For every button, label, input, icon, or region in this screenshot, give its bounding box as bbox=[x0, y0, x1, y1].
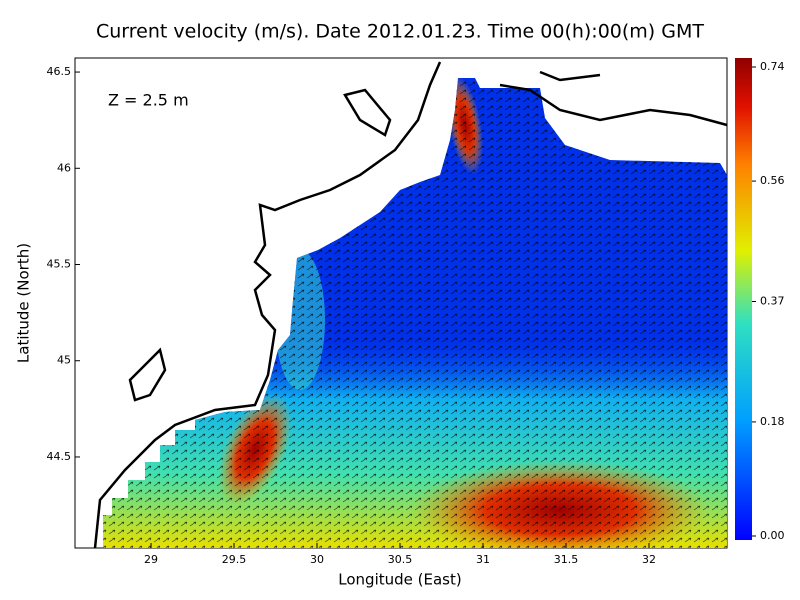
y-axis-label: Latitude (North) bbox=[15, 243, 33, 363]
y-tick-label: 46.5 bbox=[47, 65, 72, 78]
x-tick-label: 31.5 bbox=[554, 553, 579, 566]
y-tick-label: 46 bbox=[57, 161, 71, 174]
colorbar-tick-label: 0.37 bbox=[760, 295, 785, 308]
colorbar-tick-label: 0.18 bbox=[760, 415, 785, 428]
x-tick-label: 32 bbox=[642, 553, 656, 566]
chart-title: Current velocity (m/s). Date 2012.01.23.… bbox=[96, 21, 704, 43]
colorbar-tick-label: 0.56 bbox=[760, 174, 785, 187]
y-tick-label: 45 bbox=[57, 354, 71, 367]
colorbar-tick-label: 0.00 bbox=[760, 529, 785, 542]
coastline bbox=[93, 61, 728, 549]
x-tick-label: 29.5 bbox=[222, 553, 247, 566]
y-tick-label: 44.5 bbox=[47, 450, 72, 463]
x-axis-label: Longitude (East) bbox=[338, 571, 461, 589]
y-tick-label: 45.5 bbox=[47, 258, 72, 271]
colorbar-tick-label: 0.74 bbox=[760, 60, 785, 73]
colorbar bbox=[735, 58, 752, 540]
x-tick-label: 30.5 bbox=[388, 553, 413, 566]
x-tick-label: 31 bbox=[476, 553, 490, 566]
x-tick-label: 29 bbox=[144, 553, 158, 566]
depth-annotation: Z = 2.5 m bbox=[108, 91, 189, 110]
x-tick-label: 30 bbox=[310, 553, 324, 566]
